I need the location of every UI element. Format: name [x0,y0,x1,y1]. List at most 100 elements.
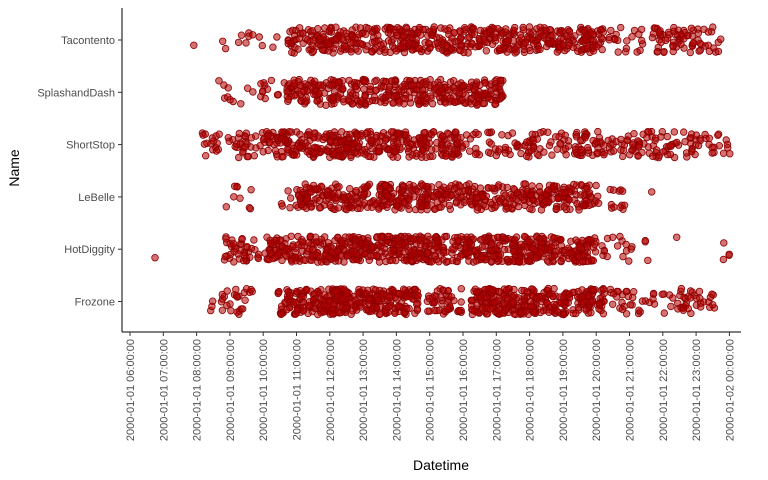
data-point [424,39,433,47]
data-point [365,300,374,309]
data-point [351,193,360,201]
data-point [418,202,426,210]
data-point [594,192,602,200]
data-point [585,189,594,197]
data-point [543,299,551,307]
data-point [438,144,446,152]
data-point [705,47,714,55]
data-point [241,133,250,141]
data-point [474,130,482,138]
x-tick-label: 2000-01-01 13:00:00 [358,339,370,441]
data-point [468,302,476,310]
data-point [289,300,298,308]
data-point [719,255,728,264]
data-point [454,236,462,245]
data-point [250,236,258,244]
data-point [412,149,420,158]
data-point [344,251,352,260]
data-point [225,137,233,145]
data-point [437,293,445,301]
data-point [258,41,266,50]
data-point [414,28,422,36]
data-point [371,200,379,209]
data-point [578,236,587,245]
data-point [368,243,376,251]
data-point [415,44,423,52]
data-point [505,45,513,53]
data-point [595,305,603,313]
data-point [234,38,243,47]
points-layer [151,23,734,319]
data-point [394,302,403,310]
data-point [414,187,422,196]
data-point [696,294,704,303]
data-point [208,145,217,154]
data-point [408,46,416,54]
data-point [383,200,391,209]
x-axis-title: Datetime [413,457,469,473]
data-point [313,97,321,105]
data-point [230,248,238,256]
data-point [517,34,525,42]
data-point [307,203,316,211]
data-point [470,287,478,295]
data-point [609,140,617,148]
data-point [470,30,478,38]
data-point [444,26,452,35]
data-point [629,293,637,302]
data-point [528,244,536,252]
data-point [462,131,471,139]
data-point [230,182,239,190]
data-point [450,184,459,193]
data-point [514,257,523,265]
data-point [247,285,255,294]
data-point [594,127,602,136]
data-point [450,29,458,37]
data-point [654,47,662,56]
data-point [373,138,381,146]
data-point [341,240,349,248]
data-point [479,99,487,108]
data-point [317,235,326,244]
data-point [592,181,600,190]
data-point [335,183,343,191]
data-point [325,285,333,293]
data-point [511,139,519,147]
data-point [278,242,286,250]
data-point [338,294,346,303]
data-point [603,252,611,261]
data-point [453,147,461,155]
data-point [200,140,209,148]
data-point [425,139,434,147]
data-point [465,180,473,188]
data-point [599,28,607,36]
data-point [348,100,356,108]
data-point [503,183,511,192]
data-point [293,306,301,314]
data-point [606,185,614,194]
data-point [400,48,409,57]
data-point [352,138,360,147]
data-point [371,286,380,294]
data-point [405,87,413,96]
data-point [324,194,333,203]
data-point [438,84,446,93]
data-point [526,46,534,55]
data-point [669,42,677,51]
data-point [243,84,252,92]
data-point [345,233,353,241]
data-point [317,182,325,190]
data-point [659,148,667,156]
data-point [290,79,298,87]
data-point [589,136,597,145]
data-point [683,153,691,161]
data-point [577,180,585,189]
data-point [284,95,293,103]
data-point [673,138,681,147]
data-point [491,29,500,38]
data-point [285,127,293,136]
data-point [257,92,265,101]
data-point [302,286,311,294]
data-point [400,31,408,39]
data-point [481,78,489,87]
